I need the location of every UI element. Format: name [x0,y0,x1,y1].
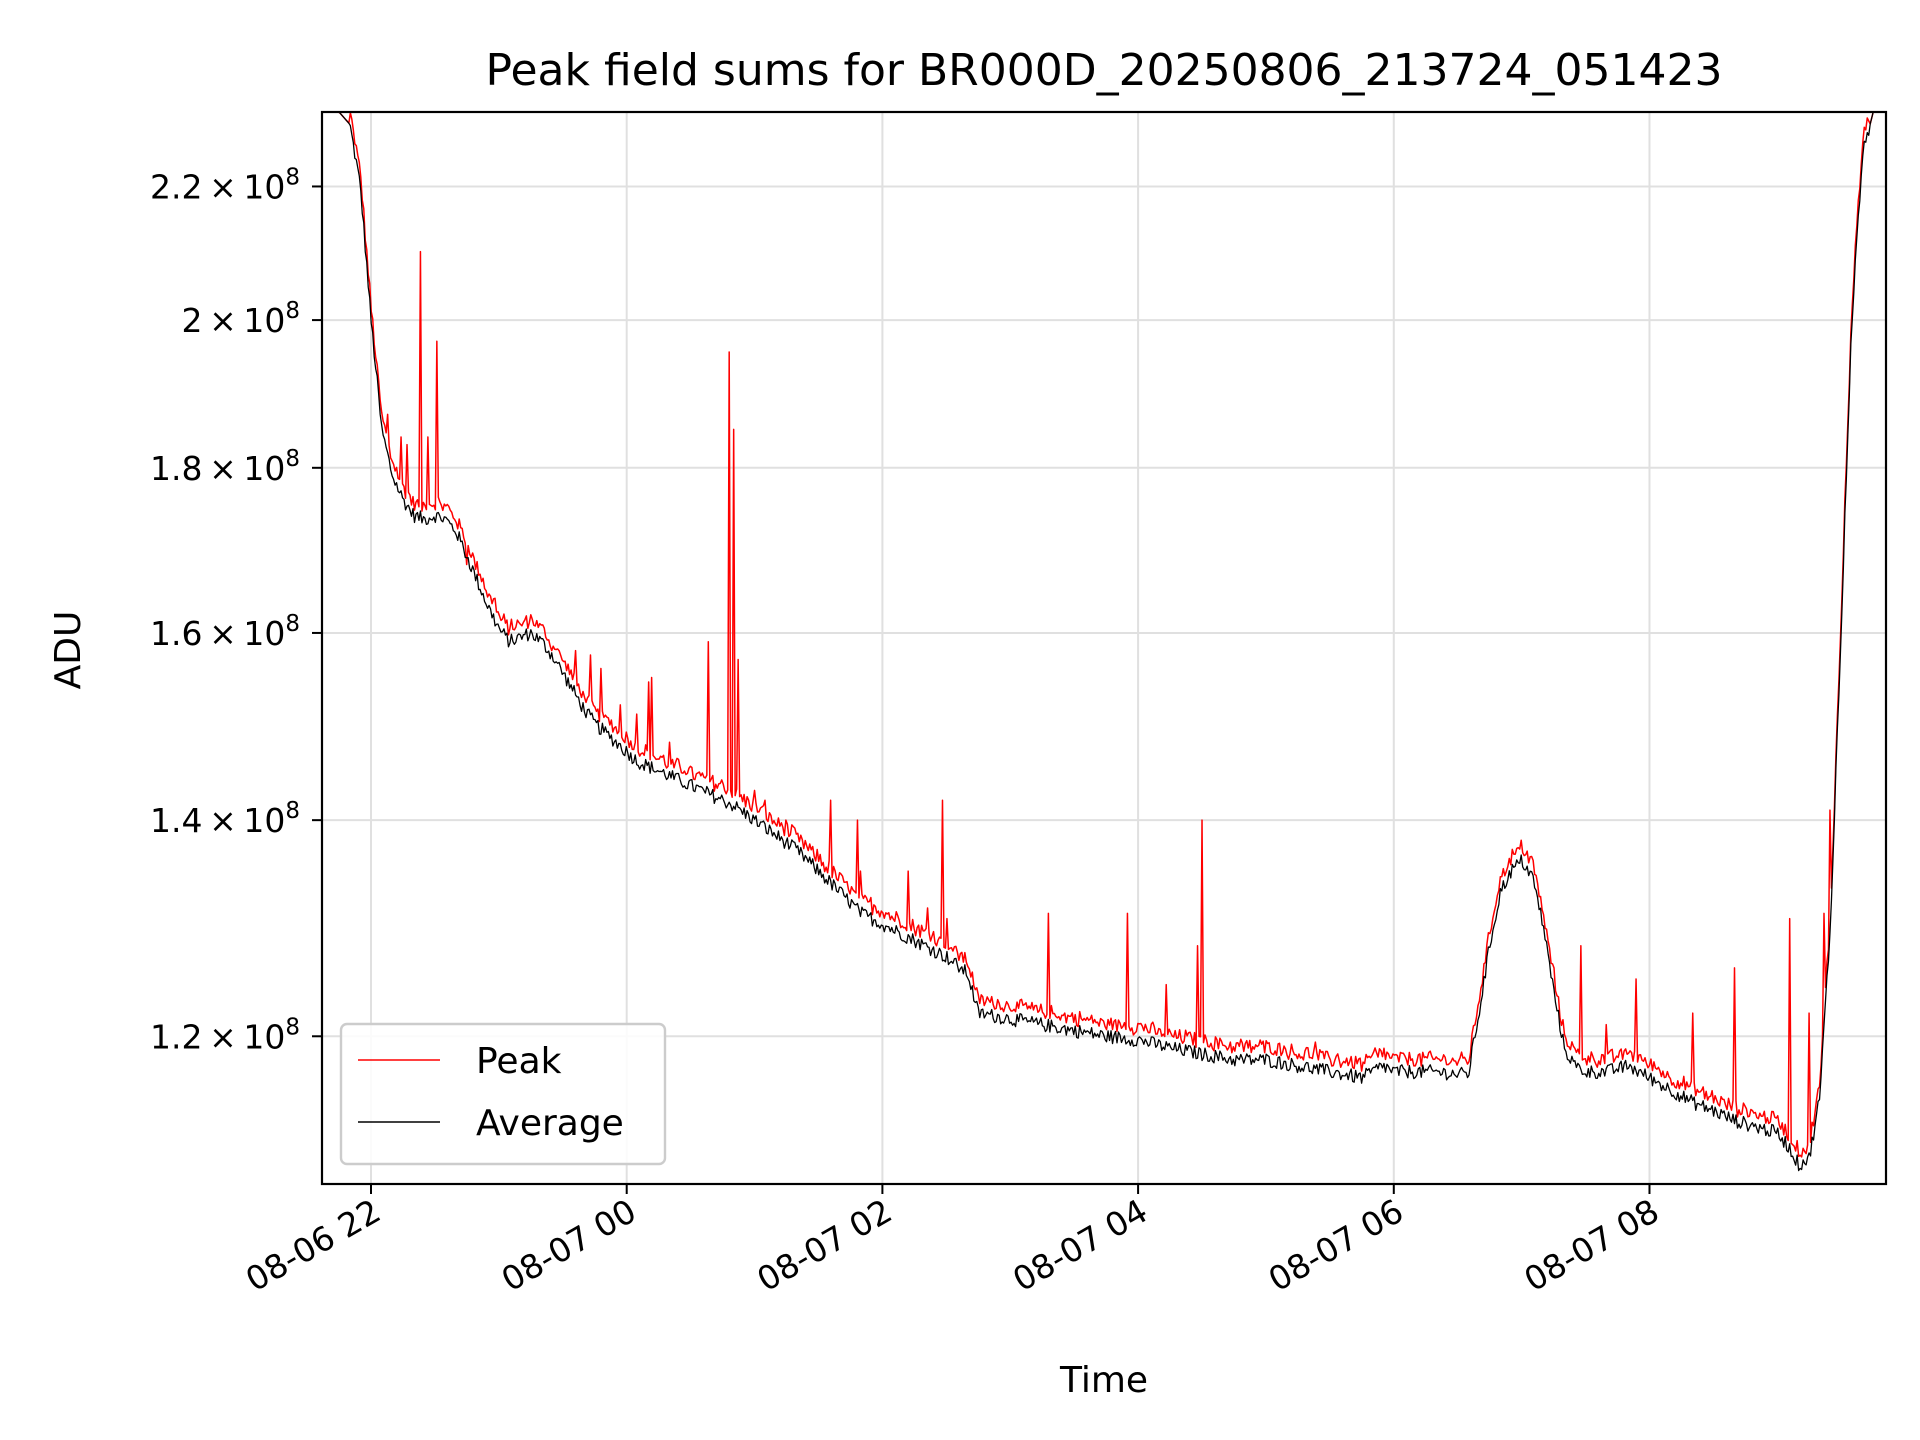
grid [322,112,1886,1184]
legend: Peak Average [339,1022,667,1166]
y-tick-label: 2 × 108 [182,298,300,340]
series-line-peak [322,112,1886,1158]
y-tick-label: 1.6 × 108 [150,611,300,653]
x-axis-label: Time [1059,1360,1148,1401]
y-tick-label: 1.2 × 108 [150,1014,300,1056]
legend-box [339,1022,667,1166]
series-line-average [322,112,1886,1172]
legend-label-peak: Peak [476,1041,562,1082]
y-tick-label: 2.2 × 108 [150,164,300,206]
legend-label-average: Average [476,1103,624,1144]
series-layer [322,112,1886,1172]
y-tick-label: 1.8 × 108 [150,446,300,488]
plot-frame [320,110,1888,1186]
chart-title: Peak field sums for BR000D_20250806_2137… [486,45,1723,96]
y-axis: 1.2 × 108 1.4 × 108 1.6 × 108 1.8 × 108 2 × … [150,164,322,1056]
y-tick-label: 1.4 × 108 [150,798,300,840]
y-axis-label: ADU [48,611,89,690]
